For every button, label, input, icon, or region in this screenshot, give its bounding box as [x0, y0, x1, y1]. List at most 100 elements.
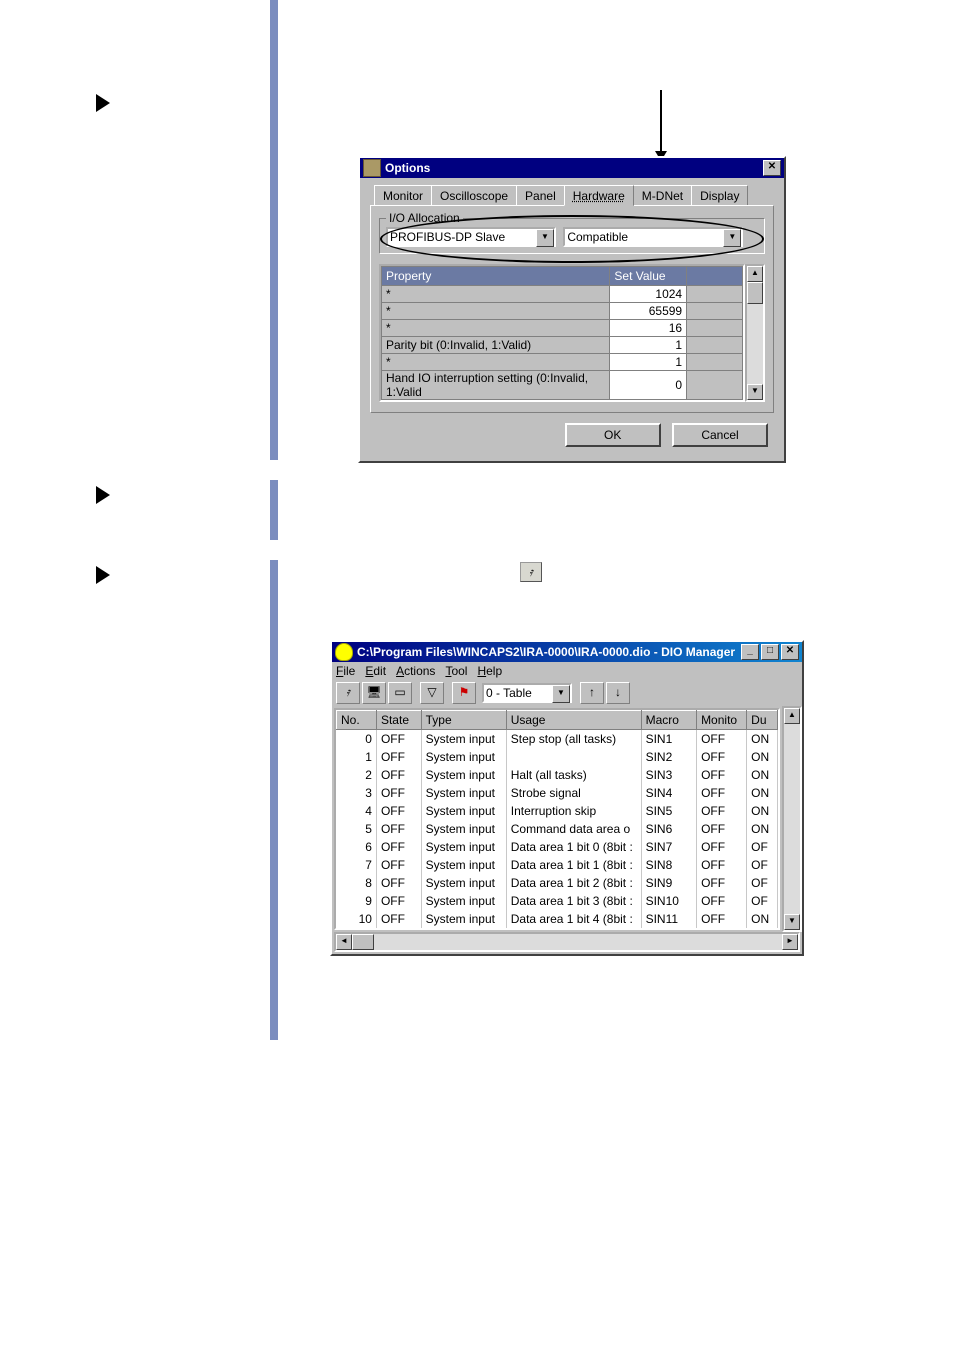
tool-flag-icon[interactable]: ⚑ [452, 682, 476, 704]
table-row[interactable]: 6OFFSystem inputData area 1 bit 0 (8bit … [337, 838, 778, 856]
scroll-track[interactable] [747, 304, 763, 384]
scroll-thumb[interactable] [352, 934, 374, 950]
cell-usage: Data area 1 bit 1 (8bit : [506, 856, 641, 874]
col-setvalue[interactable]: Set Value [610, 267, 687, 286]
property-row[interactable]: *1024 [382, 286, 743, 303]
table-row[interactable]: 9OFFSystem inputData area 1 bit 3 (8bit … [337, 892, 778, 910]
cell-state: OFF [376, 856, 421, 874]
scroll-left-icon[interactable]: ◄ [336, 934, 352, 950]
prop-value[interactable]: 65599 [610, 303, 687, 320]
maximize-icon[interactable]: □ [761, 644, 779, 660]
close-icon[interactable]: ✕ [781, 644, 799, 660]
col-property[interactable]: Property [382, 267, 610, 286]
menu-edit[interactable]: Edit [365, 664, 386, 678]
move-up-icon[interactable]: ↑ [580, 682, 604, 704]
cancel-button[interactable]: Cancel [672, 423, 768, 447]
dio-vscrollbar[interactable]: ▲ ▼ [782, 706, 802, 932]
options-titlebar[interactable]: Options ✕ [360, 158, 784, 178]
tab-display[interactable]: Display [691, 185, 748, 205]
cell-no: 6 [337, 838, 377, 856]
menu-tool[interactable]: Tool [445, 664, 467, 678]
menu-help[interactable]: Help [477, 664, 502, 678]
col-type[interactable]: Type [421, 711, 506, 730]
scroll-up-icon[interactable]: ▲ [784, 708, 800, 724]
table-row[interactable]: 8OFFSystem inputData area 1 bit 2 (8bit … [337, 874, 778, 892]
dio-table[interactable]: No.StateTypeUsageMacroMonitoDu 0OFFSyste… [334, 708, 780, 930]
prop-value[interactable]: 1 [610, 337, 687, 354]
move-down-icon[interactable]: ↓ [606, 682, 630, 704]
table-row[interactable]: 2OFFSystem inputHalt (all tasks)SIN3OFFO… [337, 766, 778, 784]
cell-du: OF [747, 856, 778, 874]
scroll-up-icon[interactable]: ▲ [747, 266, 763, 282]
tool-wand-icon[interactable]: 𝄿 [336, 682, 360, 704]
cell-monito: OFF [697, 748, 747, 766]
io-device-combo[interactable]: ▼ [386, 227, 556, 247]
table-row[interactable]: 0OFFSystem inputStep stop (all tasks)SIN… [337, 730, 778, 749]
cell-usage: Data area 1 bit 0 (8bit : [506, 838, 641, 856]
col-no[interactable]: No. [337, 711, 377, 730]
bullet-arrow-icon [96, 486, 110, 504]
scroll-down-icon[interactable]: ▼ [784, 914, 800, 930]
prop-value[interactable]: 16 [610, 320, 687, 337]
minimize-icon[interactable]: _ [741, 644, 759, 660]
cell-type: System input [421, 766, 506, 784]
property-scrollbar[interactable]: ▲ ▼ [745, 264, 765, 402]
property-row[interactable]: *65599 [382, 303, 743, 320]
tool-filter-icon[interactable]: ▽ [420, 682, 444, 704]
scroll-thumb[interactable] [747, 282, 763, 304]
bulb-icon [335, 643, 353, 661]
cell-macro: SIN8 [641, 856, 696, 874]
ok-button[interactable]: OK [565, 423, 661, 447]
scroll-down-icon[interactable]: ▼ [747, 384, 763, 400]
dio-hscrollbar[interactable]: ◄ ► [334, 932, 800, 952]
cell-no: 8 [337, 874, 377, 892]
tab-monitor[interactable]: Monitor [374, 185, 432, 205]
close-icon[interactable]: ✕ [763, 160, 781, 176]
prop-value[interactable]: 1024 [610, 286, 687, 303]
dio-titlebar[interactable]: C:\Program Files\WINCAPS2\IRA-0000\IRA-0… [332, 642, 802, 662]
table-row[interactable]: 1OFFSystem inputSIN2OFFON [337, 748, 778, 766]
table-selector-value[interactable] [484, 685, 556, 701]
property-row[interactable]: Parity bit (0:Invalid, 1:Valid)1 [382, 337, 743, 354]
col-macro[interactable]: Macro [641, 711, 696, 730]
table-row[interactable]: 10OFFSystem inputData area 1 bit 4 (8bit… [337, 910, 778, 928]
cell-type: System input [421, 910, 506, 928]
table-row[interactable]: 4OFFSystem inputInterruption skipSIN5OFF… [337, 802, 778, 820]
tool-screen-icon[interactable]: ▭ [388, 682, 412, 704]
dio-menubar[interactable]: File Edit Actions Tool Help [332, 662, 802, 680]
chevron-down-icon[interactable]: ▼ [723, 229, 741, 247]
property-row[interactable]: Hand IO interruption setting (0:Invalid,… [382, 371, 743, 400]
tab-panel[interactable]: Panel [516, 185, 565, 205]
prop-extra [687, 371, 743, 400]
prop-value[interactable]: 1 [610, 354, 687, 371]
chevron-down-icon[interactable]: ▼ [536, 229, 554, 247]
menu-actions[interactable]: Actions [396, 664, 435, 678]
prop-value[interactable]: 0 [610, 371, 687, 400]
options-dialog: Options ✕ MonitorOscilloscopePanelHardwa… [358, 156, 786, 463]
table-selector-combo[interactable]: ▼ [482, 683, 572, 703]
cell-no: 3 [337, 784, 377, 802]
col-du[interactable]: Du [747, 711, 778, 730]
property-row[interactable]: *16 [382, 320, 743, 337]
scroll-right-icon[interactable]: ► [782, 934, 798, 950]
col-usage[interactable]: Usage [506, 711, 641, 730]
col-monito[interactable]: Monito [697, 711, 747, 730]
cell-monito: OFF [697, 766, 747, 784]
cell-no: 10 [337, 910, 377, 928]
table-row[interactable]: 7OFFSystem inputData area 1 bit 1 (8bit … [337, 856, 778, 874]
col-state[interactable]: State [376, 711, 421, 730]
tab-mdnet[interactable]: M-DNet [633, 185, 692, 205]
property-row[interactable]: *1 [382, 354, 743, 371]
chevron-down-icon[interactable]: ▼ [552, 685, 570, 703]
io-device-value[interactable] [388, 229, 540, 245]
prop-name: * [382, 286, 610, 303]
property-grid[interactable]: Property Set Value *1024*65599*16Parity … [379, 264, 745, 402]
io-mode-combo[interactable]: ▼ [563, 227, 743, 247]
tab-hardware[interactable]: Hardware [564, 185, 634, 206]
menu-file[interactable]: File [336, 664, 355, 678]
tool-monitor-icon[interactable]: 🖥 [362, 682, 386, 704]
tab-oscilloscope[interactable]: Oscilloscope [431, 185, 517, 205]
table-row[interactable]: 5OFFSystem inputCommand data area oSIN6O… [337, 820, 778, 838]
io-mode-value[interactable] [565, 229, 727, 245]
table-row[interactable]: 3OFFSystem inputStrobe signalSIN4OFFON [337, 784, 778, 802]
